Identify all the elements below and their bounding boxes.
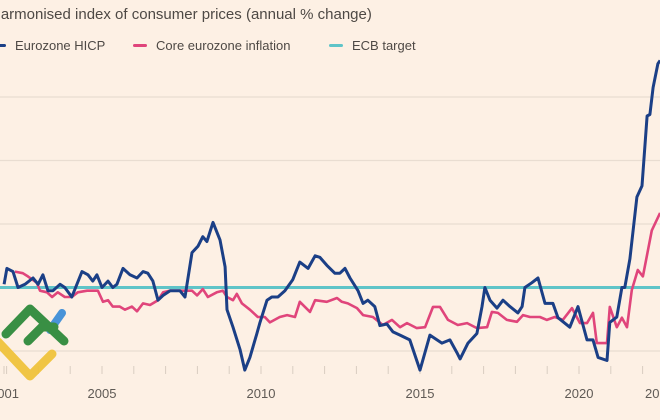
x-axis-labels: 2001 2005 2010 2015 2020 2022 [0, 386, 660, 401]
legend-swatch-icon [329, 44, 343, 47]
x-tick-label: 2022 [645, 386, 660, 401]
legend-item-ecb-target: ECB target [329, 38, 416, 53]
legend-swatch-icon [133, 44, 147, 47]
x-axis-ticks [3, 366, 644, 374]
x-tick-label: 2020 [565, 386, 594, 401]
legend-item-core-inflation: Core eurozone inflation [133, 38, 290, 53]
legend-label: ECB target [352, 38, 416, 53]
legend-label: Eurozone HICP [15, 38, 106, 53]
x-tick-label: 2005 [88, 386, 117, 401]
legend-label: Core eurozone inflation [156, 38, 291, 53]
x-tick-label: 2001 [0, 386, 19, 401]
x-tick-label: 2010 [247, 386, 276, 401]
watermark-logo-icon [0, 304, 69, 381]
gridlines [0, 96, 660, 352]
legend-swatch-icon [0, 44, 6, 47]
x-tick-label: 2015 [406, 386, 435, 401]
chart-title: Harmonised index of consumer prices (ann… [0, 6, 372, 23]
series-eurozone-hicp [2, 59, 660, 372]
legend-item-eurozone-hicp: Eurozone HICP [0, 38, 105, 53]
